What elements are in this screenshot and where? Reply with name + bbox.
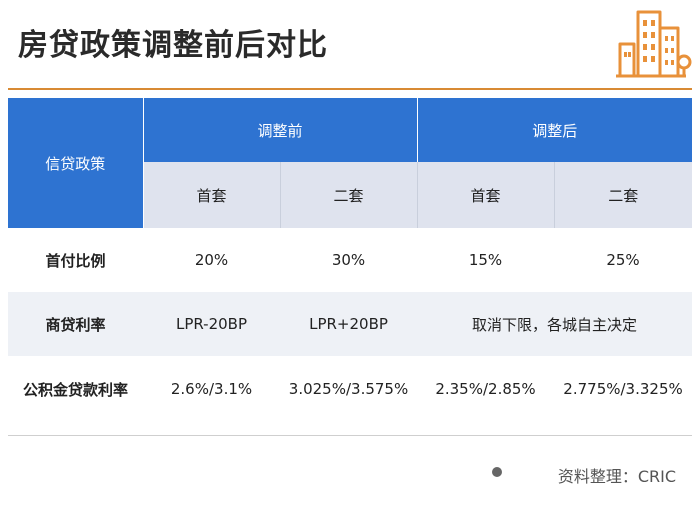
subheader-before-second: 二套 [280,162,418,228]
cell-after-first: 2.35%/2.85% [417,356,555,422]
cell-before-second: 3.025%/3.575% [280,356,418,422]
table-row: 首付比例 20% 30% 15% 25% [8,228,693,292]
row-label: 公积金贷款利率 [8,356,143,422]
cell-before-second: 30% [280,228,418,292]
cell-before-first: 20% [143,228,280,292]
subheader-after-first: 首套 [417,162,555,228]
table-bottom-divider [8,435,692,436]
header-policy: 信贷政策 [8,98,144,228]
row-label: 首付比例 [8,228,143,292]
source-note: 资料整理：CRIC [557,467,676,486]
subheader-before-first: 首套 [143,162,281,228]
cell-after-second: 2.775%/3.325% [554,356,693,422]
cell-before-second: LPR+20BP [280,292,418,356]
cell-before-first: 2.6%/3.1% [143,356,280,422]
subheader-after-second: 二套 [554,162,693,228]
source-dot-icon [492,467,502,477]
cell-before-first: LPR-20BP [143,292,280,356]
page-title: 房贷政策调整前后对比 [18,28,328,63]
row-label: 商贷利率 [8,292,143,356]
cell-after-second: 25% [554,228,693,292]
cell-after-merged: 取消下限，各城自主决定 [417,292,693,356]
building-icon [616,10,692,78]
policy-comparison-table: 信贷政策 调整前 调整后 首套 二套 首套 二套 首付比例 20% 30% 15… [8,98,693,422]
header-after: 调整后 [417,98,693,162]
table-row: 商贷利率 LPR-20BP LPR+20BP 取消下限，各城自主决定 [8,292,693,356]
header-before: 调整前 [143,98,418,162]
table-row: 公积金贷款利率 2.6%/3.1% 3.025%/3.575% 2.35%/2.… [8,356,693,422]
title-divider [8,88,692,90]
cell-after-first: 15% [417,228,555,292]
